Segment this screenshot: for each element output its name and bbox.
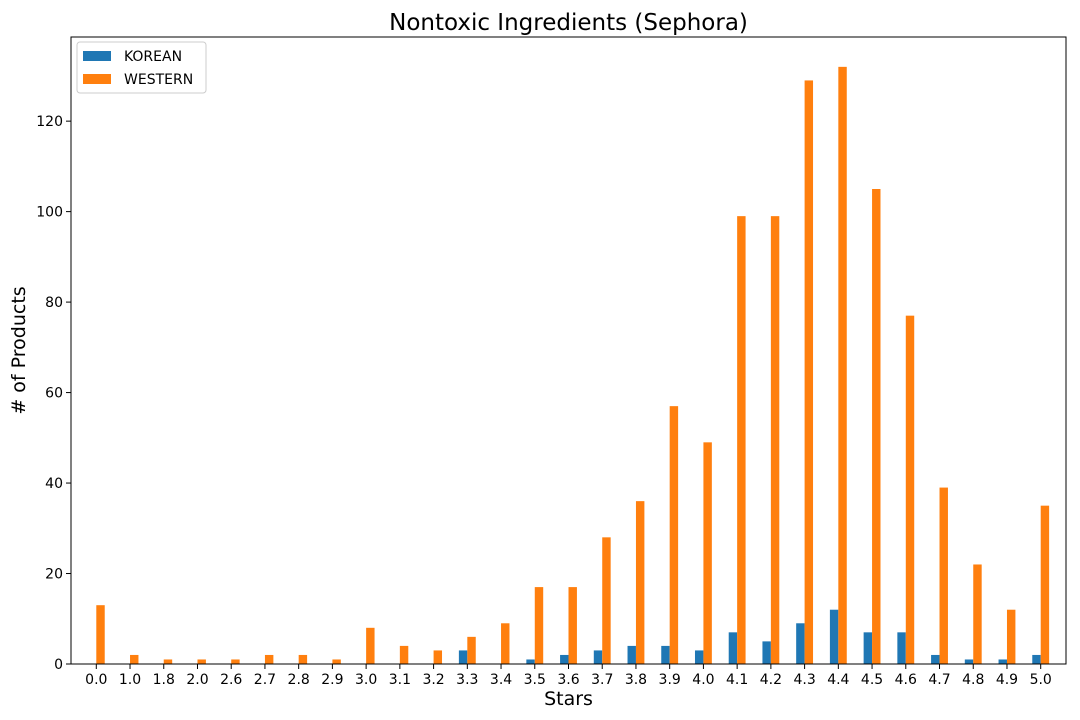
x-tick-label: 4.1 [726, 672, 748, 688]
y-tick-label: 60 [45, 386, 63, 402]
x-tick-label: 4.5 [861, 672, 883, 688]
plot-area: 0 20 40 60 80 100 120 0.0 1.0 1.8 2.0 2.6 2.7 2.8 2.9 3… [36, 66, 1052, 688]
x-tick-label: 2.8 [288, 672, 310, 688]
x-tick-label: 0.0 [85, 672, 107, 688]
bar-western-4.5 [872, 189, 881, 664]
legend-swatch-korean [83, 51, 111, 61]
x-tick-label: 3.6 [557, 672, 579, 688]
bar-western-3.5 [534, 587, 544, 664]
x-tick-label: 2.9 [321, 672, 343, 688]
x-tick-label: 1.8 [153, 672, 175, 688]
bar-korean-4.8 [964, 659, 974, 664]
bar-western-4.9 [1006, 609, 1016, 664]
bar-western-3.8 [635, 501, 645, 664]
x-tick-label: 4.8 [962, 672, 984, 688]
x-tick-label: 4.6 [895, 672, 917, 688]
x-tick-label: 3.9 [659, 672, 681, 688]
bar-korean-4.5 [863, 632, 873, 664]
x-tick-label: 5.0 [1030, 672, 1052, 688]
bar-western-3.3 [467, 636, 476, 664]
bar-western-4.4 [838, 66, 847, 665]
legend-label-korean: KOREAN [124, 49, 182, 65]
bar-korean-3.9 [661, 645, 670, 664]
x-tick-label: 4.2 [760, 672, 782, 688]
bar-korean-4.2 [762, 641, 771, 664]
bar-western-3.4 [501, 623, 510, 664]
x-tick-label: 4.9 [996, 672, 1018, 688]
x-tick-label: 3.8 [625, 672, 647, 688]
bar-korean-3.6 [560, 654, 569, 664]
x-tick-label: 4.3 [793, 672, 815, 688]
bar-korean-5.0 [1032, 654, 1041, 664]
bar-korean-4.3 [796, 623, 805, 664]
bar-western-4.6 [905, 315, 915, 664]
y-axis-title: # of Products [8, 286, 30, 414]
bar-korean-4.0 [694, 650, 704, 664]
x-tick-label: 3.7 [591, 672, 613, 688]
bar-korean-3.7 [593, 650, 603, 664]
legend-label-western: WESTERN [124, 72, 193, 88]
legend: KOREAN WESTERN [76, 41, 207, 94]
y-tick-label: 80 [45, 295, 63, 311]
bar-korean-4.4 [829, 609, 839, 664]
x-tick-label: 3.3 [456, 672, 478, 688]
bar-western-3.2 [433, 650, 443, 664]
bar-western-1.8 [163, 659, 173, 664]
x-tick-label: 4.7 [928, 672, 950, 688]
bar-western-3.9 [669, 406, 679, 664]
bar-western-3.7 [602, 537, 611, 664]
y-tick-label: 40 [45, 476, 63, 492]
bar-western-1.0 [130, 654, 139, 664]
bar-western-4.3 [804, 80, 814, 664]
plot-frame [70, 36, 1067, 665]
bar-western-2.7 [264, 654, 274, 664]
legend-swatch-western [83, 74, 111, 84]
y-tick-label: 100 [36, 205, 63, 221]
bar-korean-3.8 [627, 645, 636, 664]
x-tick-label: 4.0 [692, 672, 714, 688]
bar-korean-4.1 [728, 632, 738, 664]
bar-western-4.2 [770, 216, 780, 664]
x-axis-title: Stars [544, 688, 593, 710]
bar-korean-4.7 [931, 654, 940, 664]
x-tick-label: 3.1 [389, 672, 411, 688]
y-tick-label: 120 [36, 114, 63, 130]
bar-korean-4.9 [998, 659, 1007, 664]
bar-western-2.9 [332, 659, 341, 664]
bar-western-4.0 [703, 442, 712, 664]
bar-western-3.6 [568, 587, 577, 664]
chart-title: Nontoxic Ingredients (Sephora) [389, 10, 748, 36]
bar-korean-3.3 [458, 650, 468, 664]
bar-western-2.6 [231, 659, 240, 664]
bar-western-3.1 [399, 645, 409, 664]
bar-western-4.8 [973, 564, 982, 664]
bar-western-0.0 [96, 605, 105, 664]
bar-western-5.0 [1040, 505, 1050, 664]
x-tick-label: 4.4 [827, 672, 849, 688]
x-tick-label: 1.0 [119, 672, 141, 688]
bar-western-4.1 [737, 216, 746, 664]
bar-western-2.8 [298, 654, 308, 664]
y-tick-label: 0 [54, 657, 63, 673]
x-tick-label: 2.0 [186, 672, 208, 688]
x-tick-label: 3.2 [422, 672, 444, 688]
x-tick-label: 2.7 [254, 672, 276, 688]
x-tick-label: 3.4 [490, 672, 512, 688]
x-tick-label: 2.6 [220, 672, 242, 688]
bar-western-2.0 [197, 659, 206, 664]
x-tick-label: 3.0 [355, 672, 377, 688]
bar-korean-4.6 [897, 632, 906, 664]
y-tick-label: 20 [45, 567, 63, 583]
bar-western-4.7 [939, 487, 948, 664]
bar-western-3.0 [366, 627, 375, 664]
x-tick-label: 3.5 [524, 672, 546, 688]
bar-korean-3.5 [526, 659, 535, 664]
